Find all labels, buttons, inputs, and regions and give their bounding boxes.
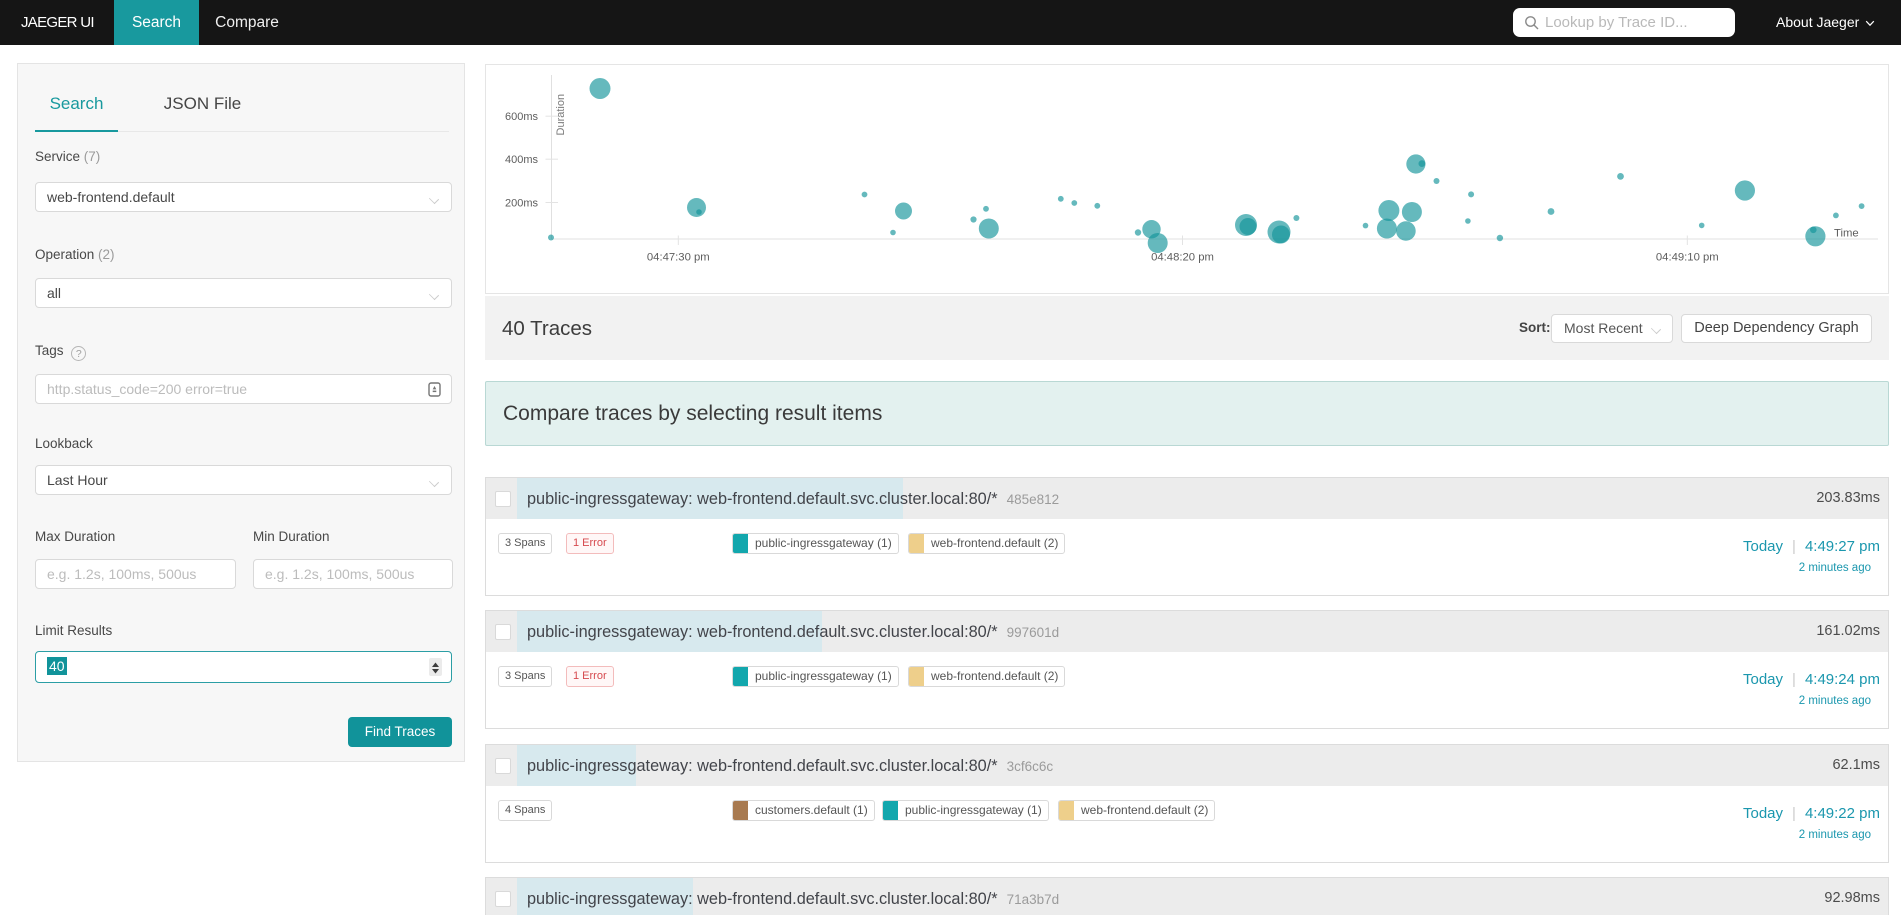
svg-text:Duration: Duration: [555, 94, 567, 136]
svg-text:200ms: 200ms: [505, 198, 539, 210]
svg-text:400ms: 400ms: [505, 154, 539, 166]
svg-text:04:47:30 pm: 04:47:30 pm: [647, 252, 710, 264]
svg-text:600ms: 600ms: [505, 111, 539, 123]
svg-text:04:49:10 pm: 04:49:10 pm: [1656, 252, 1719, 264]
svg-text:Time: Time: [1834, 228, 1859, 240]
svg-text:04:48:20 pm: 04:48:20 pm: [1151, 252, 1214, 264]
